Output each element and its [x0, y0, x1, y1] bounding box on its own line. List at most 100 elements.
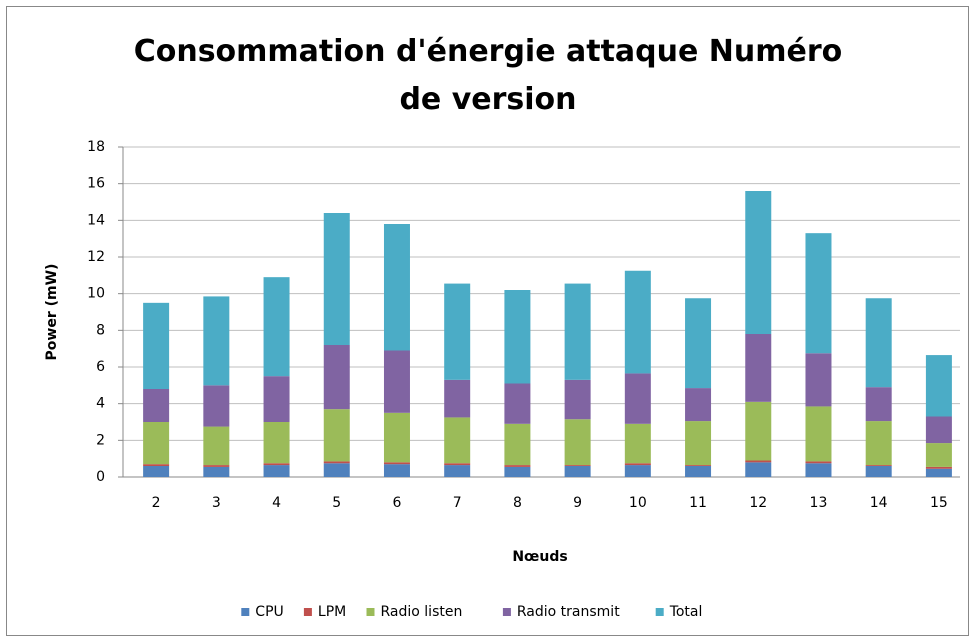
bar-segment — [685, 421, 712, 466]
x-tick-label: 11 — [689, 495, 707, 511]
bar-segment — [383, 224, 410, 351]
bar-segment — [865, 421, 892, 466]
chart-title: Consommation d'énergie attaque Numéro de… — [133, 34, 843, 117]
legend-swatch — [655, 608, 664, 616]
y-tick-label: 12 — [87, 249, 105, 265]
bar-segment — [203, 426, 230, 466]
x-tick-label: 13 — [810, 495, 828, 511]
legend-swatch — [241, 608, 250, 616]
bar-segment — [143, 422, 170, 465]
bar-segment — [564, 466, 591, 477]
bar-segment — [564, 379, 591, 420]
bar-segment — [805, 461, 832, 464]
bar-segment — [203, 385, 230, 427]
bar-segment — [504, 383, 531, 424]
bar-segment — [444, 417, 471, 464]
bar-segment — [624, 463, 651, 466]
x-tick-label: 8 — [513, 495, 522, 511]
bar-segment — [925, 468, 952, 477]
x-tick-label: 4 — [272, 495, 281, 511]
bar-segment — [805, 406, 832, 462]
x-axis-label: Nœuds — [512, 549, 567, 565]
x-tick-label: 6 — [393, 495, 402, 511]
bar-segment — [745, 401, 772, 461]
bar-segment — [865, 465, 892, 466]
bar-segment — [263, 422, 290, 464]
y-tick-label: 2 — [96, 432, 105, 448]
y-tick-label: 14 — [87, 212, 105, 228]
bar-segment — [685, 388, 712, 422]
legend-label: LPM — [318, 604, 346, 620]
y-tick-label: 18 — [87, 139, 105, 155]
bar-segment — [685, 465, 712, 466]
x-tick-label: 14 — [870, 495, 888, 511]
x-tick-label: 2 — [152, 495, 161, 511]
bar-segment — [685, 466, 712, 477]
bar-segment — [925, 466, 952, 469]
y-tick-label: 10 — [87, 286, 105, 302]
bar-segment — [383, 462, 410, 465]
bar-segment — [865, 466, 892, 477]
bar-segment — [745, 462, 772, 477]
bar-segment — [143, 466, 170, 477]
legend-swatch — [303, 608, 312, 616]
x-tick-label: 7 — [453, 495, 462, 511]
bar-segment — [624, 270, 651, 374]
bar-segment — [143, 389, 170, 422]
bar-segment — [263, 465, 290, 477]
bar-segment — [925, 355, 952, 417]
x-tick-label: 15 — [930, 495, 948, 511]
bar-segment — [323, 463, 350, 477]
bar-segment — [685, 298, 712, 389]
bar-segment — [564, 465, 591, 466]
legend-swatch — [366, 608, 375, 616]
bar-segment — [323, 213, 350, 345]
legend-swatch — [502, 608, 511, 616]
y-axis-label: Power (mW) — [44, 264, 60, 361]
bar-segment — [504, 466, 531, 477]
bar-segment — [323, 461, 350, 464]
legend-label: Total — [669, 604, 703, 620]
bar-segment — [745, 191, 772, 334]
bar-segment — [504, 290, 531, 384]
legend-label: Radio listen — [381, 604, 463, 620]
y-tick-label: 0 — [96, 469, 105, 485]
bar-segment — [624, 423, 651, 464]
bar-segment — [263, 463, 290, 466]
bar-segment — [263, 277, 290, 377]
bar-segment — [745, 460, 772, 463]
bar-segment — [203, 466, 230, 477]
bar-segment — [865, 387, 892, 422]
bar-segment — [263, 376, 290, 422]
y-tick-label: 6 — [96, 359, 105, 375]
bar-segment — [504, 423, 531, 466]
bar-segment — [865, 298, 892, 388]
legend-label: Radio transmit — [517, 604, 620, 620]
bar-segment — [444, 465, 471, 477]
legend-label: CPU — [255, 604, 283, 620]
bar-segment — [444, 379, 471, 418]
bar-segment — [925, 416, 952, 444]
bar-segment — [143, 302, 170, 389]
bar-segment — [444, 463, 471, 466]
x-tick-label: 5 — [332, 495, 341, 511]
bar-segment — [444, 283, 471, 380]
bar-segment — [805, 353, 832, 407]
bar-segment — [203, 296, 230, 386]
bar-segment — [925, 443, 952, 467]
x-tick-label: 12 — [749, 495, 767, 511]
x-tick-label: 3 — [212, 495, 221, 511]
y-tick-label: 8 — [96, 322, 105, 338]
y-tick-label: 16 — [87, 176, 105, 192]
bar-segment — [564, 419, 591, 466]
bar-segment — [805, 233, 832, 354]
x-tick-label: 9 — [573, 495, 582, 511]
bar-segment — [143, 464, 170, 466]
bar-segment — [203, 465, 230, 467]
bar-segment — [624, 373, 651, 424]
bar-segment — [323, 345, 350, 410]
bar-segment — [745, 334, 772, 402]
bar-segment — [383, 350, 410, 413]
bar-segment — [564, 283, 591, 380]
